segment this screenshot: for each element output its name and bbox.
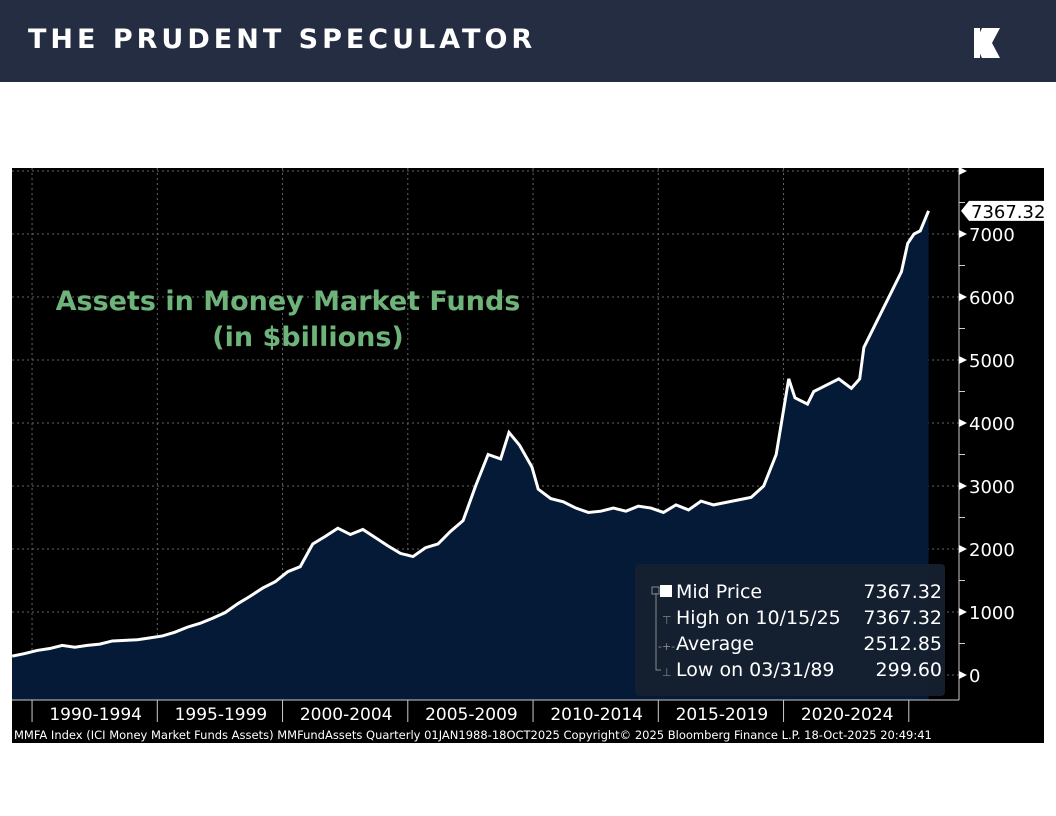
chart-panel: 0 1000 2000 3000 4000 5000 6000 7000 1990-1994 19…: [11, 167, 1051, 743]
header-bar: THE PRUDENT SPECULATOR: [0, 0, 1056, 82]
y-tick-label: 4000: [969, 414, 1015, 435]
y-tick-label: 5000: [969, 351, 1015, 372]
y-tick-label: 7000: [969, 225, 1015, 246]
legend-swatch: [660, 585, 672, 597]
y-tick: [959, 293, 967, 301]
x-tick-label: 2020-2024: [801, 705, 894, 725]
legend-label: High on 10/15/25: [676, 607, 841, 629]
x-tick-label: 1990-1994: [49, 705, 142, 725]
y-tick: [959, 419, 967, 427]
legend-label: Average: [676, 633, 754, 655]
y-tick-label: 0: [969, 666, 980, 687]
y-tick: [959, 608, 967, 616]
legend-label: Low on 03/31/89: [676, 659, 835, 681]
low-marker-icon: ⊥: [662, 666, 672, 679]
footer-source: MMFA Index (ICI Money Market Funds Asset…: [14, 728, 932, 742]
x-tick-label: 1995-1999: [175, 705, 268, 725]
high-marker-icon: ⊤: [662, 614, 672, 627]
x-tick-label: 2005-2009: [425, 705, 518, 725]
last-value-badge: [961, 200, 1051, 221]
x-tick-label: 2015-2019: [676, 705, 769, 725]
legend: ⊤ -+- ⊥ Mid Price 7367.32 High on 10/15/25…: [635, 564, 945, 696]
y-tick-label: 1000: [969, 603, 1015, 624]
last-value-label: 7367.32: [971, 202, 1044, 223]
legend-value: 7367.32: [863, 607, 942, 629]
y-tick: [959, 230, 967, 238]
chart-title: Assets in Money Market Funds: [56, 286, 521, 317]
legend-label: Mid Price: [676, 581, 762, 603]
k-logo-icon: [974, 28, 1000, 58]
y-tick-label: 2000: [969, 540, 1015, 561]
y-tick: [959, 356, 967, 364]
y-tick-label: 6000: [969, 288, 1015, 309]
chart-subtitle: (in $billions): [212, 322, 404, 353]
legend-value: 299.60: [876, 659, 942, 681]
x-tick-label: 2010-2014: [550, 705, 643, 725]
brand-title: THE PRUDENT SPECULATOR: [28, 24, 537, 55]
y-tick: [959, 671, 967, 679]
x-tick-label: 2000-2004: [300, 705, 393, 725]
area-chart: 0 1000 2000 3000 4000 5000 6000 7000 1990-1994 19…: [11, 167, 1051, 742]
y-tick-label: 3000: [969, 477, 1015, 498]
series-line: [11, 210, 930, 658]
average-marker-icon: -+-: [658, 640, 675, 653]
y-tick: [959, 545, 967, 553]
legend-value: 7367.32: [863, 581, 942, 603]
y-tick: [959, 482, 967, 490]
legend-value: 2512.85: [863, 633, 942, 655]
collapse-icon: [651, 586, 660, 595]
